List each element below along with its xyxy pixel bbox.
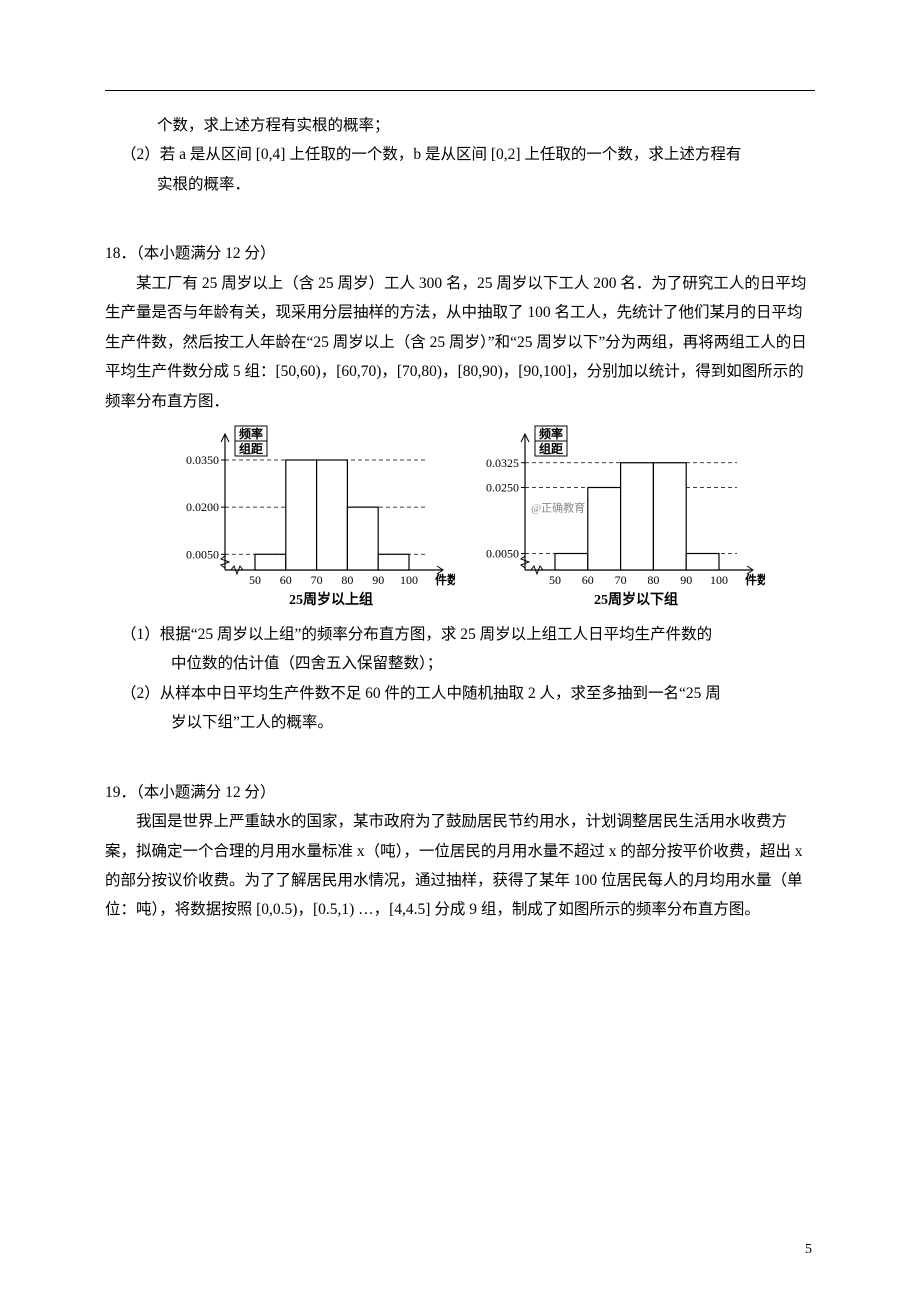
p19-header: 19．（本小题满分 12 分）	[105, 778, 815, 807]
top-rule	[105, 90, 815, 91]
p18-q1c: 中位数的估计值（四舍五入保留整数）；	[105, 649, 815, 678]
svg-text:60: 60	[280, 573, 292, 587]
svg-text:0.0250: 0.0250	[486, 480, 519, 494]
p18-para1: 某工厂有 25 周岁以上（含 25 周岁）工人 300 名，25 周岁以下工人 …	[105, 269, 815, 416]
p18-q2c: 岁以下组”工人的概率。	[105, 708, 815, 737]
svg-text:频率: 频率	[539, 426, 563, 441]
p19-para1: 我国是世界上严重缺水的国家，某市政府为了鼓励居民节约用水，计划调整居民生活用水收…	[105, 807, 815, 925]
histogram-left: 频率组距 0.0050 0.0200 0.0350 50 60 70 80 90 100 件数 25周…	[155, 422, 455, 612]
p17-line2: （2）若 a 是从区间 [0,4] 上任取的一个数，b 是从区间 [0,2] 上…	[105, 140, 815, 169]
svg-text:100: 100	[400, 573, 418, 587]
svg-text:件数: 件数	[435, 572, 455, 587]
histogram-right: 频率组距 0.0050 0.0250 0.0325 50 60 70 80 90 100 件数 25周…	[455, 422, 765, 612]
p17-line3: 实根的概率．	[105, 170, 815, 199]
svg-text:60: 60	[582, 573, 594, 587]
svg-text:频率: 频率	[239, 426, 263, 441]
svg-text:25周岁以上组: 25周岁以上组	[289, 591, 373, 608]
charts-row: 频率组距0.00500.02000.03505060708090100件数25周…	[105, 422, 815, 612]
svg-text:件数: 件数	[745, 572, 765, 587]
svg-text:0.0325: 0.0325	[486, 456, 519, 470]
svg-text:组距: 组距	[539, 441, 563, 456]
svg-text:90: 90	[680, 573, 692, 587]
p17-line1: 个数，求上述方程有实根的概率；	[105, 111, 815, 140]
svg-text:25周岁以下组: 25周岁以下组	[594, 591, 678, 608]
page-number: 5	[805, 1237, 812, 1264]
svg-text:组距: 组距	[239, 441, 263, 456]
svg-text:80: 80	[341, 573, 353, 587]
svg-text:0.0050: 0.0050	[186, 547, 219, 561]
svg-text:@正确教育: @正确教育	[531, 500, 585, 514]
p18-q2: （2）从样本中日平均生产件数不足 60 件的工人中随机抽取 2 人，求至多抽到一…	[105, 679, 815, 708]
svg-text:50: 50	[549, 573, 561, 587]
svg-text:80: 80	[647, 573, 659, 587]
svg-text:100: 100	[710, 573, 728, 587]
svg-text:90: 90	[372, 573, 384, 587]
svg-text:70: 70	[311, 573, 323, 587]
svg-text:0.0350: 0.0350	[186, 453, 219, 467]
p18-q1: （1）根据“25 周岁以上组”的频率分布直方图，求 25 周岁以上组工人日平均生…	[105, 620, 815, 649]
svg-text:0.0200: 0.0200	[186, 500, 219, 514]
svg-text:70: 70	[615, 573, 627, 587]
svg-text:50: 50	[249, 573, 261, 587]
page: 个数，求上述方程有实根的概率； （2）若 a 是从区间 [0,4] 上任取的一个…	[0, 0, 920, 1302]
p18-header: 18．（本小题满分 12 分）	[105, 239, 815, 268]
svg-text:0.0050: 0.0050	[486, 546, 519, 560]
